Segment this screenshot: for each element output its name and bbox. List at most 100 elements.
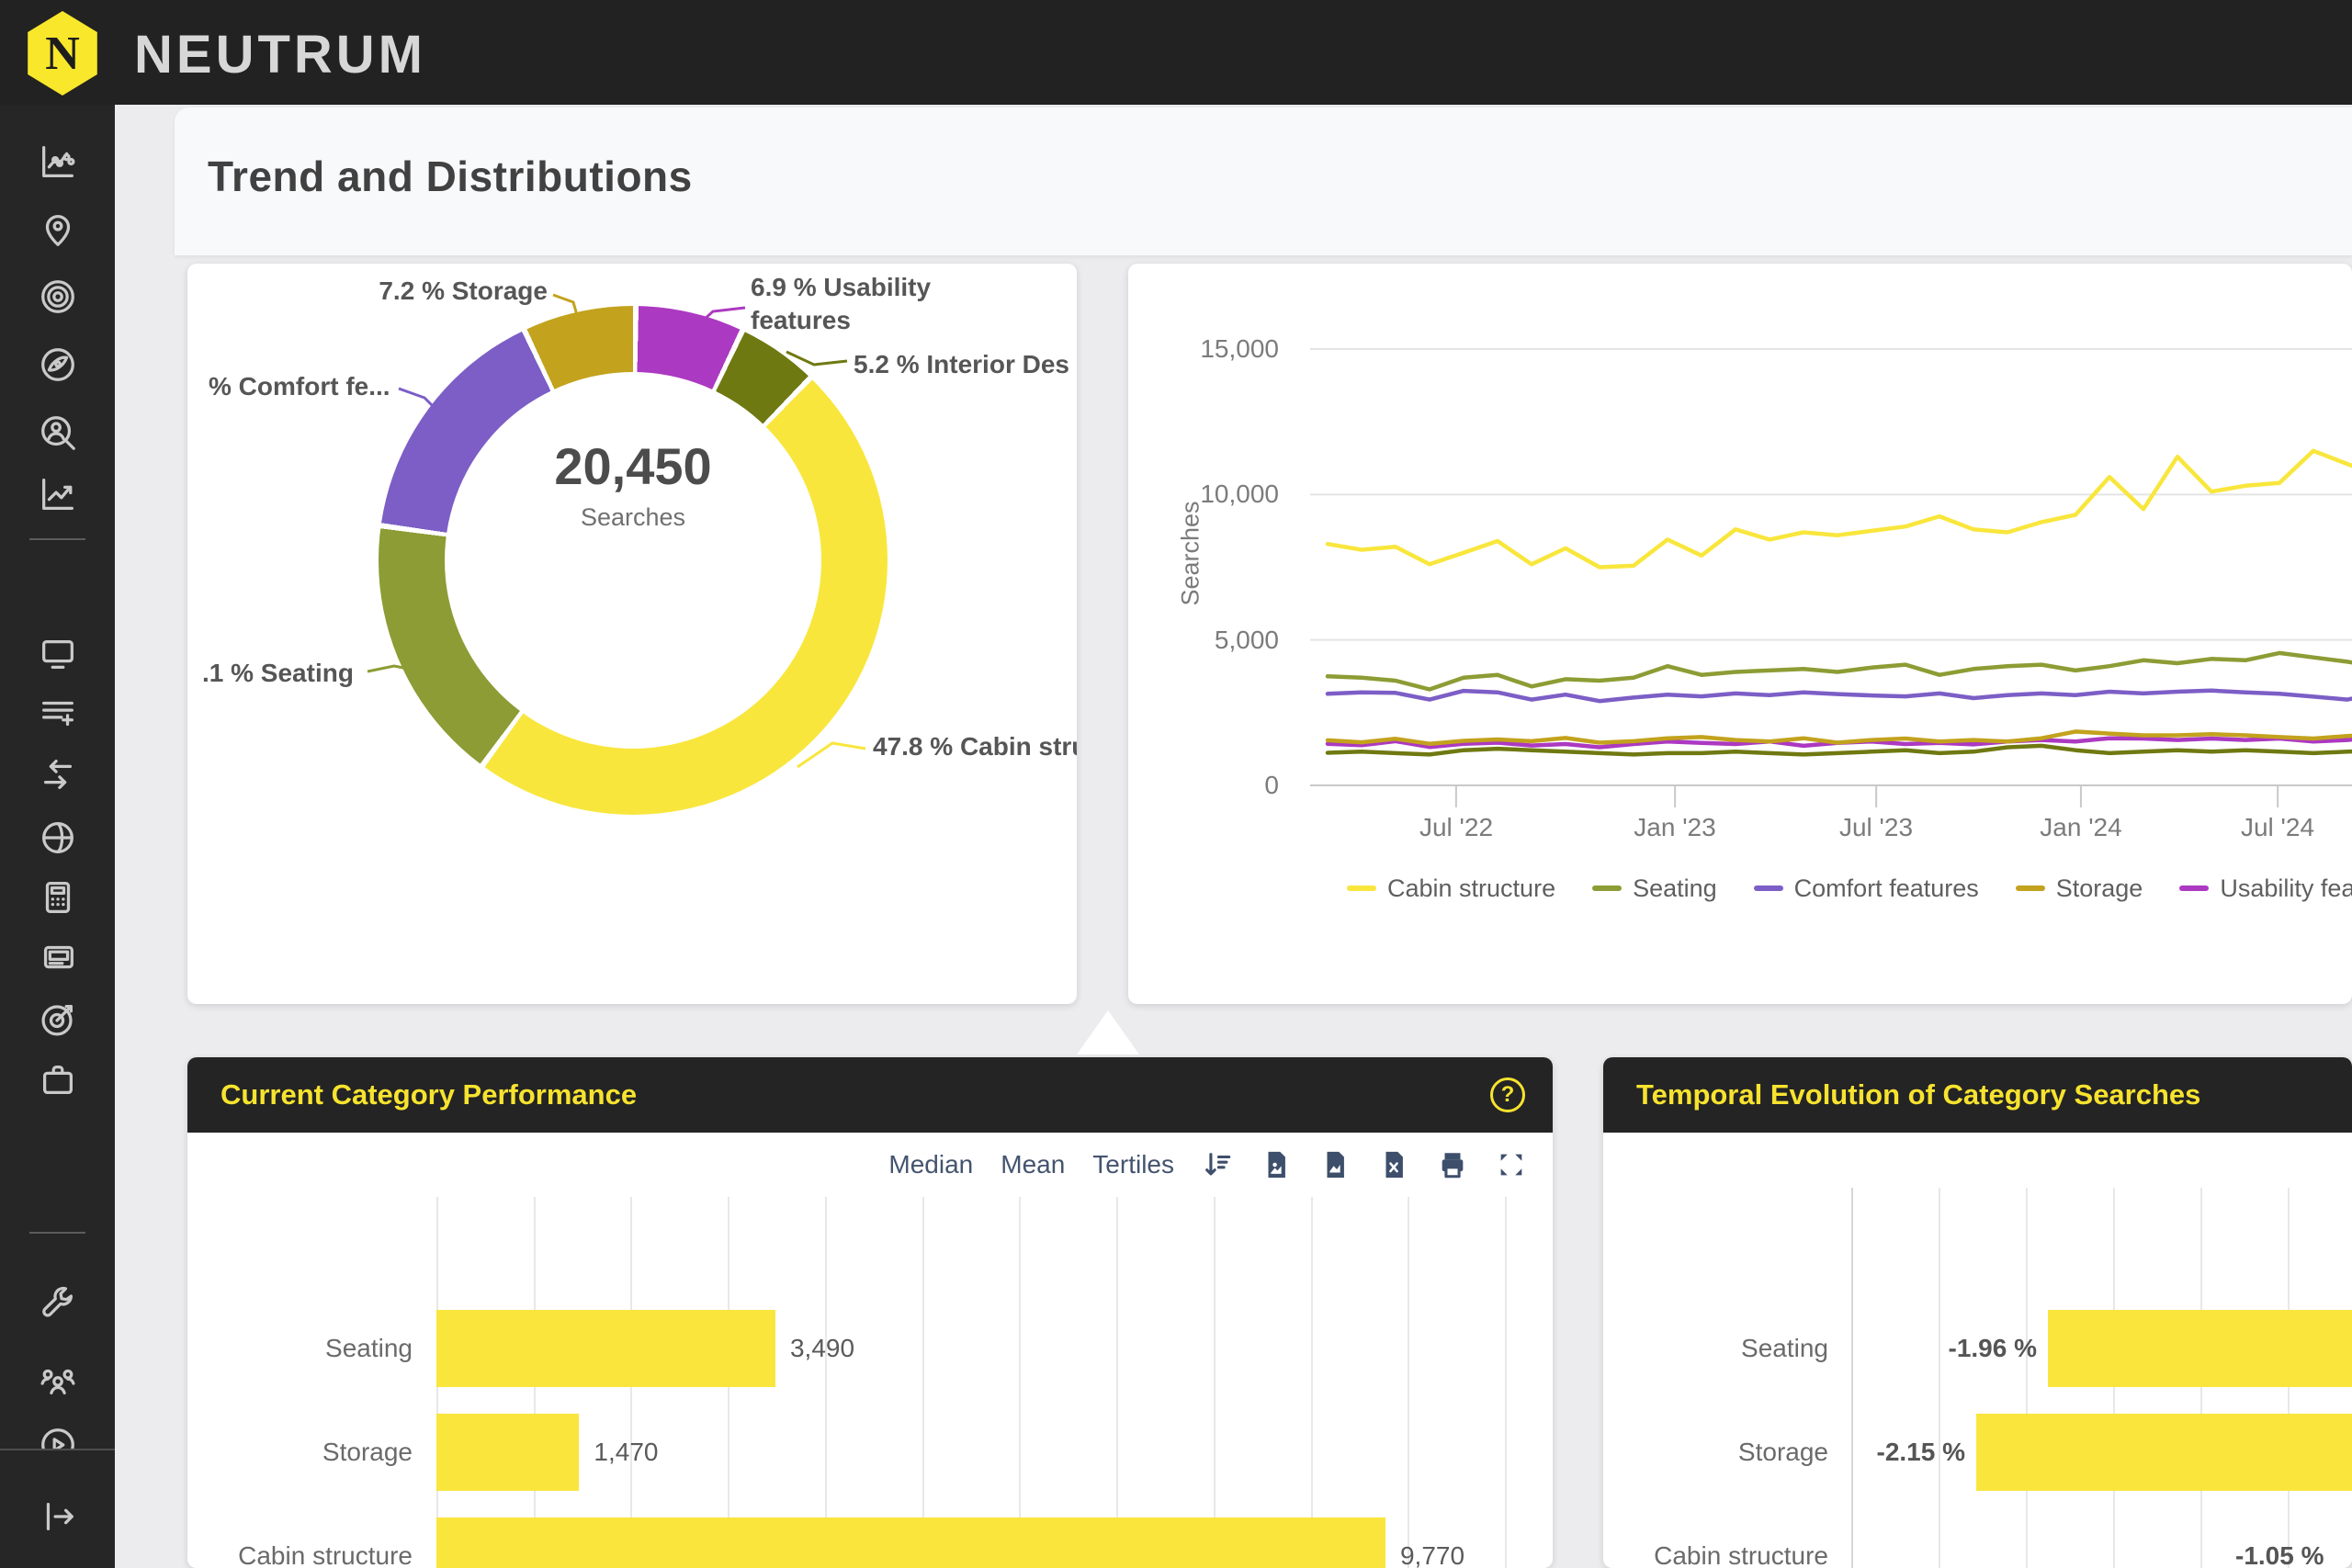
bar-category-label: Cabin structure bbox=[238, 1541, 413, 1568]
sidebar-item-transfers[interactable] bbox=[0, 749, 115, 800]
user-search-icon bbox=[40, 416, 75, 450]
export-jpg-icon[interactable] bbox=[1261, 1149, 1292, 1180]
bar-seating[interactable] bbox=[2048, 1310, 2352, 1387]
callout-cabin: 47.8 % Cabin stru bbox=[873, 732, 1077, 761]
y-tick: 0 bbox=[1264, 771, 1279, 799]
legend-label: Cabin structure bbox=[1387, 874, 1556, 902]
legend-item[interactable]: Storage bbox=[2015, 874, 2143, 903]
sidebar-item-business[interactable] bbox=[0, 1055, 115, 1106]
y-tick: 10,000 bbox=[1200, 479, 1279, 508]
sidebar-item-calculator[interactable] bbox=[0, 872, 115, 923]
page-title: Trend and Distributions bbox=[208, 152, 693, 200]
sidebar-item-tools[interactable] bbox=[0, 1280, 115, 1331]
legend-swatch bbox=[1592, 886, 1623, 891]
x-tick: Jul '22 bbox=[1419, 813, 1494, 841]
export-xls-icon[interactable] bbox=[1378, 1149, 1409, 1180]
legend-label: Seating bbox=[1633, 874, 1717, 902]
briefcase-icon bbox=[42, 1065, 73, 1095]
sidebar-item-display[interactable] bbox=[0, 628, 115, 680]
wrench-icon bbox=[41, 1286, 73, 1317]
help-icon[interactable]: ? bbox=[1490, 1077, 1525, 1112]
legend-swatch bbox=[2179, 886, 2210, 891]
sidebar-footer bbox=[0, 1449, 115, 1568]
card-body: Seating -1.96 % Storage -2.15 % Cabin struct… bbox=[1603, 1133, 2352, 1568]
bar-seating[interactable] bbox=[436, 1310, 775, 1387]
chart-scatter-icon bbox=[41, 146, 74, 177]
sidebar-item-trends[interactable] bbox=[0, 468, 115, 520]
temporal-evolution-card: Temporal Evolution of Category Searches … bbox=[1603, 1057, 2352, 1568]
news-card-icon bbox=[43, 945, 74, 969]
category-share-card: 20,450 Searches 7.2 % Storage 6.9 % Usab… bbox=[187, 264, 1077, 1004]
legend-item[interactable]: Seating bbox=[1592, 874, 1717, 903]
sidebar-item-audience[interactable] bbox=[0, 407, 115, 458]
searches-trend-card: Searches 0 5,000 10,000 15,000 Jul '22 J… bbox=[1128, 264, 2352, 1004]
donut-chart[interactable]: 20,450 Searches bbox=[379, 306, 888, 815]
x-tick: Jul '24 bbox=[2240, 813, 2315, 841]
legend-item[interactable]: Comfort features bbox=[1753, 874, 1979, 903]
page-header: Trend and Distributions bbox=[175, 107, 2352, 255]
legend-item[interactable]: Usability features bbox=[2179, 874, 2352, 903]
bar-value-label: -2.15 % bbox=[1876, 1438, 1966, 1466]
median-button[interactable]: Median bbox=[888, 1150, 974, 1179]
card-header: Temporal Evolution of Category Searches bbox=[1603, 1057, 2352, 1133]
donut-center: 20,450 Searches bbox=[445, 372, 821, 749]
legend-swatch bbox=[1347, 886, 1376, 891]
logo-hexagon-icon[interactable]: N bbox=[28, 11, 97, 96]
bar-cabin-structure[interactable] bbox=[436, 1517, 1385, 1568]
users-group-icon bbox=[40, 1369, 74, 1395]
mean-button[interactable]: Mean bbox=[1001, 1150, 1066, 1179]
performance-bar-chart: Seating 3,490 Storage 1,470 Cabin structure 9… bbox=[187, 1197, 1553, 1568]
bar-value-label: -1.05 % bbox=[2235, 1541, 2324, 1568]
logout-icon bbox=[46, 1502, 74, 1531]
fullscreen-icon[interactable] bbox=[1496, 1149, 1527, 1180]
sidebar-item-discover[interactable] bbox=[0, 339, 115, 390]
callout-seating: .1 % Seating bbox=[202, 659, 354, 687]
target-check-icon bbox=[40, 1004, 73, 1036]
sort-descending-icon[interactable] bbox=[1202, 1149, 1233, 1180]
sidebar-item-analytics[interactable] bbox=[0, 136, 115, 187]
bar-category-label: Cabin structure bbox=[1654, 1541, 1828, 1568]
sidebar-item-global[interactable] bbox=[0, 812, 115, 863]
x-tick: Jan '24 bbox=[2040, 813, 2122, 841]
sidebar-item-targets[interactable] bbox=[0, 271, 115, 322]
donut-total-label: Searches bbox=[580, 503, 686, 531]
y-tick: 15,000 bbox=[1200, 334, 1279, 363]
bar-category-label: Seating bbox=[1741, 1334, 1828, 1362]
sidebar-item-logout[interactable] bbox=[0, 1491, 115, 1542]
export-png-icon[interactable] bbox=[1319, 1149, 1351, 1180]
sidebar-item-team[interactable] bbox=[0, 1355, 115, 1406]
sidebar-item-locations[interactable] bbox=[0, 203, 115, 254]
bar-storage[interactable] bbox=[1976, 1414, 2352, 1491]
callout-storage: 7.2 % Storage bbox=[379, 276, 548, 305]
x-tick: Jul '23 bbox=[1838, 813, 1914, 841]
calculator-icon bbox=[45, 882, 70, 913]
trend-line-chart[interactable] bbox=[1128, 264, 2352, 1004]
compass-eye-icon bbox=[40, 348, 74, 381]
current-performance-card: Current Category Performance ? Median Me… bbox=[187, 1057, 1553, 1568]
print-icon[interactable] bbox=[1437, 1149, 1468, 1180]
sidebar-item-goals[interactable] bbox=[0, 994, 115, 1045]
callout-comfort: % Comfort fe... bbox=[209, 372, 390, 400]
sidebar-item-lists[interactable] bbox=[0, 688, 115, 739]
sidebar-nav bbox=[0, 105, 115, 1568]
sidebar-divider bbox=[29, 538, 85, 540]
chart-legend: Cabin structure Seating Comfort features St… bbox=[1347, 865, 2352, 911]
swap-arrows-icon bbox=[43, 759, 72, 790]
card-header: Current Category Performance ? bbox=[187, 1057, 1553, 1133]
legend-label: Comfort features bbox=[1793, 874, 1979, 902]
bar-storage[interactable] bbox=[436, 1414, 580, 1491]
target-icon bbox=[40, 280, 74, 313]
globe-icon bbox=[41, 822, 74, 853]
callout-interior: 5.2 % Interior Des bbox=[854, 350, 1069, 378]
bar-category-label: Seating bbox=[325, 1334, 413, 1362]
bar-value-label: 9,770 bbox=[1399, 1541, 1465, 1568]
sidebar-divider bbox=[29, 1232, 85, 1234]
bar-value-label: -1.96 % bbox=[1948, 1334, 2038, 1362]
sidebar-item-news[interactable] bbox=[0, 932, 115, 984]
monitor-icon bbox=[41, 639, 74, 670]
chart-toolbar: Median Mean Tertiles bbox=[888, 1149, 1527, 1180]
y-tick: 5,000 bbox=[1214, 626, 1279, 654]
tertiles-button[interactable]: Tertiles bbox=[1092, 1150, 1174, 1179]
legend-item[interactable]: Cabin structure bbox=[1347, 874, 1555, 903]
legend-label: Storage bbox=[2055, 874, 2143, 902]
